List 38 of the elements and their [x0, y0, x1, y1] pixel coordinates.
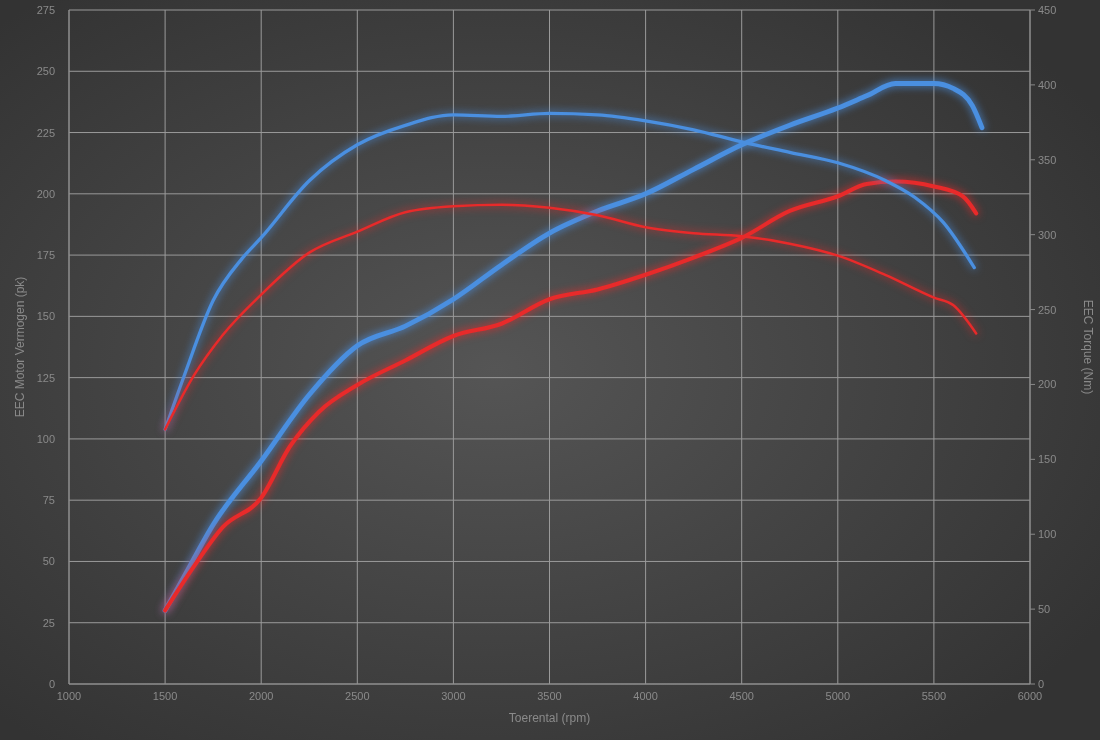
x-tick-label: 3000 — [441, 690, 466, 702]
y-tick-label: 75 — [42, 494, 55, 507]
y-tick-label: 125 — [36, 371, 55, 384]
x-tick-label: 2500 — [345, 690, 370, 702]
y-tick-label: 200 — [36, 187, 55, 200]
y2-axis-title: EEC Torque (Nm) — [1081, 299, 1095, 395]
y2-tick-label: 300 — [1038, 228, 1057, 241]
x-tick-label: 5500 — [921, 690, 947, 702]
y2-tick-label: 400 — [1038, 78, 1057, 91]
x-tick-label: 4500 — [729, 690, 754, 702]
y-tick-label: 25 — [42, 616, 55, 629]
x-tick-label: 1000 — [56, 690, 82, 702]
y2-tick-label: 350 — [1038, 153, 1057, 166]
y-tick-label: 225 — [36, 126, 55, 139]
x-tick-label: 2000 — [248, 690, 274, 702]
y2-tick-label: 50 — [1038, 603, 1051, 616]
y2-tick-label: 0 — [1038, 678, 1045, 690]
y-tick-label: 250 — [36, 65, 55, 78]
y-tick-label: 0 — [48, 678, 55, 690]
line-series — [163, 179, 979, 613]
y-tick-label: 275 — [36, 4, 55, 16]
y2-tick-label: 100 — [1038, 528, 1057, 541]
y2-tick-label: 200 — [1038, 378, 1057, 391]
y-tick-label: 50 — [42, 555, 55, 568]
x-tick-label: 1500 — [152, 690, 178, 702]
x-axis-title: Toerental (rpm) — [508, 711, 591, 725]
y-tick-label: 175 — [36, 249, 55, 262]
x-tick-label: 6000 — [1017, 690, 1043, 702]
y-tick-label: 150 — [36, 310, 55, 323]
y-tick-label: 100 — [36, 432, 55, 445]
y2-tick-label: 450 — [1038, 4, 1057, 16]
y2-tick-label: 150 — [1038, 453, 1057, 466]
y2-tick-label: 250 — [1038, 303, 1057, 316]
x-tick-label: 3500 — [537, 690, 562, 702]
x-tick-label: 5000 — [825, 690, 851, 702]
line-series — [162, 81, 985, 613]
y-axis-title: EEC Motor Vermogen (pk) — [13, 276, 27, 418]
x-tick-label: 4000 — [633, 690, 658, 702]
